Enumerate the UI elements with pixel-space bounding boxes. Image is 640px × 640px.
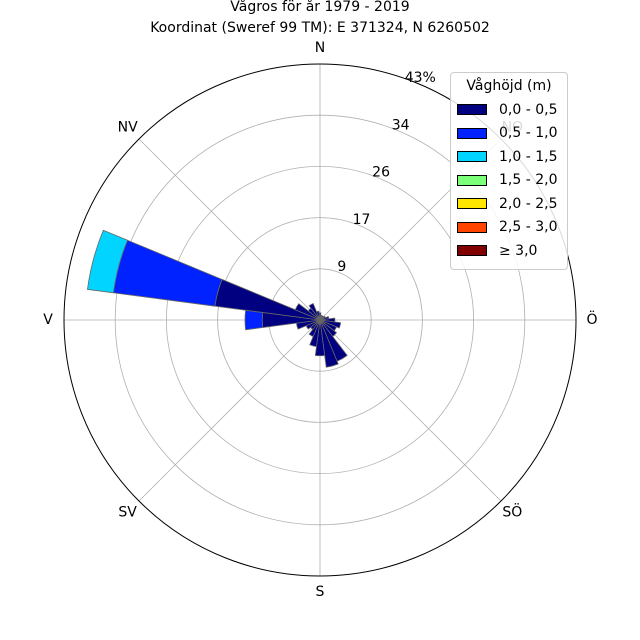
legend: Våghöjd (m) 0,0 - 0,5 0,5 - 1,0 1,0 - 1,5 1… <box>450 72 568 270</box>
legend-item-1: 0,5 - 1,0 <box>457 122 561 146</box>
legend-title: Våghöjd (m) <box>466 78 552 94</box>
legend-item-3: 1,5 - 2,0 <box>457 169 561 193</box>
bar-sector-22-bin-0 <box>308 302 321 321</box>
legend-item-6: ≥ 3,0 <box>457 239 561 263</box>
spoke-7 <box>138 138 321 321</box>
legend-swatch-2 <box>457 151 487 163</box>
bar-sector-18-bin-1 <box>244 309 264 331</box>
grid-ring-1 <box>217 217 423 423</box>
legend-swatch-1 <box>457 127 487 139</box>
direction-label-7: NV <box>118 120 138 136</box>
spoke-3 <box>319 319 502 502</box>
legend-item-2: 1,0 - 1,5 <box>457 145 561 169</box>
bar-sector-11-bin-0 <box>319 319 339 368</box>
legend-swatch-4 <box>457 198 487 210</box>
bar-sector-12-bin-0 <box>314 319 326 357</box>
spoke-5 <box>138 319 321 502</box>
direction-label-2: Ö <box>586 310 597 328</box>
legend-items: 0,0 - 0,5 0,5 - 1,0 1,0 - 1,5 1,5 - 2,0 2,0 … <box>457 98 561 263</box>
polar-grid <box>63 63 577 577</box>
direction-label-0: N <box>315 40 325 56</box>
legend-item-4: 2,0 - 2,5 <box>457 192 561 216</box>
bar-sector-19-bin-2 <box>86 229 129 294</box>
direction-label-3: SÖ <box>502 502 522 520</box>
legend-label-6: ≥ 3,0 <box>499 242 538 259</box>
radial-tick-label-0: 9 <box>337 259 346 275</box>
direction-label-5: SV <box>118 504 137 520</box>
bar-sector-20-bin-0 <box>294 303 321 321</box>
legend-label-1: 0,5 - 1,0 <box>499 125 558 142</box>
legend-label-2: 1,0 - 1,5 <box>499 148 558 165</box>
legend-label-0: 0,0 - 0,5 <box>499 101 558 118</box>
legend-swatch-5 <box>457 221 487 233</box>
legend-swatch-3 <box>457 174 487 186</box>
legend-item-5: 2,5 - 3,0 <box>457 216 561 240</box>
chart-title: Vågros för år 1979 - 2019 <box>230 0 410 15</box>
outer-ring <box>63 63 577 577</box>
radial-tick-label-1: 17 <box>353 212 371 228</box>
direction-label-6: V <box>43 312 53 328</box>
bar-sector-23-bin-0 <box>316 310 321 321</box>
radial-tick-label-4: 43% <box>405 70 436 86</box>
grid-ring-2 <box>165 165 475 475</box>
legend-item-0: 0,0 - 0,5 <box>457 98 561 122</box>
sector-bars <box>86 229 348 368</box>
legend-label-4: 2,0 - 2,5 <box>499 195 558 212</box>
radial-tick-label-2: 26 <box>372 165 390 181</box>
direction-label-4: S <box>316 584 325 600</box>
legend-label-3: 1,5 - 2,0 <box>499 172 558 189</box>
legend-swatch-0 <box>457 104 487 116</box>
legend-label-5: 2,5 - 3,0 <box>499 219 558 236</box>
legend-swatch-6 <box>457 245 487 257</box>
radial-tick-label-3: 34 <box>392 117 410 133</box>
grid-ring-3 <box>114 114 526 526</box>
bar-sector-19-bin-1 <box>112 239 223 307</box>
chart-subtitle: Koordinat (Sweref 99 TM): E 371324, N 62… <box>150 20 490 36</box>
